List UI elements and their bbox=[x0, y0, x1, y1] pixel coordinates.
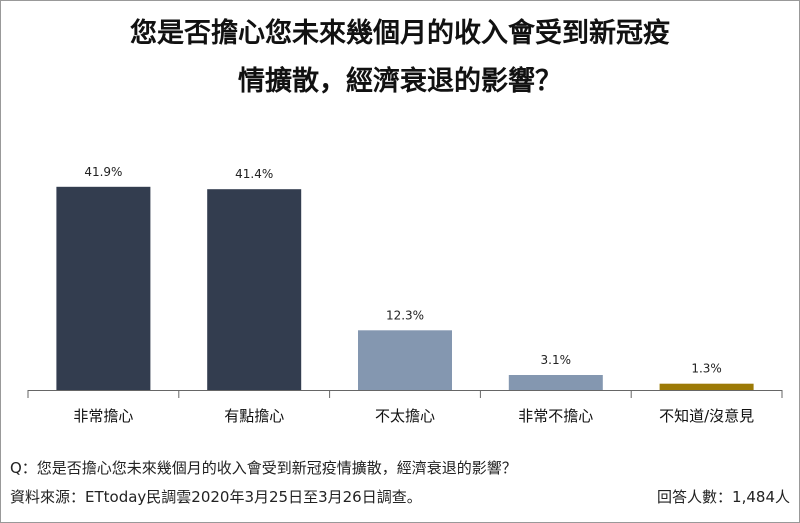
bar-chart: 41.9% 非常擔心 41.4% 有點擔心 12.3% 不太擔心 3.1% 非常不擔心 1.3%… bbox=[27, 165, 783, 425]
source-note: 資料來源：ETtoday民調雲2020年3月25日至3月26日調查。 bbox=[10, 488, 422, 506]
bar-4 bbox=[659, 383, 754, 390]
category-label-0: 非常擔心 bbox=[73, 407, 133, 425]
data-label-1: 41.4% bbox=[235, 167, 273, 181]
question-note: Q：您是否擔心您未來幾個月的收入會受到新冠疫情擴散，經濟衰退的影響？ bbox=[10, 459, 517, 477]
category-label-3: 非常不擔心 bbox=[518, 407, 593, 425]
chart-title: 您是否擔心您未來幾個月的收入會受到新冠疫 情擴散，經濟衰退的影響？ bbox=[0, 10, 800, 106]
bar-3 bbox=[508, 375, 603, 390]
chart-title-line-2: 情擴散，經濟衰退的影響？ bbox=[238, 66, 562, 97]
data-label-4: 1.3% bbox=[691, 362, 722, 376]
respondent-count: 回答人數：1,484人 bbox=[657, 488, 790, 506]
data-label-2: 12.3% bbox=[386, 308, 424, 322]
bar-1 bbox=[207, 189, 302, 390]
chart-title-line-1: 您是否擔心您未來幾個月的收入會受到新冠疫 bbox=[130, 18, 670, 49]
bar-0 bbox=[56, 186, 151, 390]
data-label-0: 41.9% bbox=[84, 165, 122, 179]
category-label-4: 不知道/沒意見 bbox=[659, 407, 754, 425]
category-label-1: 有點擔心 bbox=[224, 407, 284, 425]
bar-2 bbox=[358, 330, 452, 390]
data-label-3: 3.1% bbox=[541, 353, 572, 367]
category-label-2: 不太擔心 bbox=[375, 407, 435, 425]
